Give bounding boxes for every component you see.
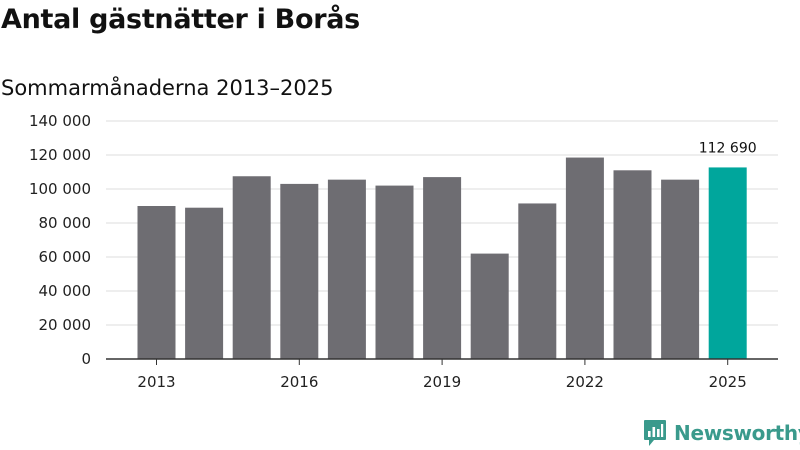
bar [708,167,747,359]
y-axis-ticks: 0 20 000 40 000 60 000 80 000 100 000 120 000 1… [29,112,91,368]
y-tick-label: 120 000 [29,146,91,164]
bar [518,203,557,359]
bar [661,179,700,359]
y-tick-label: 60 000 [39,248,92,266]
bar [565,157,604,359]
bar [613,170,652,359]
x-axis-ticks: 2013 2016 2019 2022 2025 [137,359,747,391]
y-tick-label: 20 000 [39,316,92,334]
bar [423,177,462,359]
bar [232,176,271,359]
y-tick-label: 100 000 [29,180,91,198]
bar [185,207,224,359]
data-label: 112 690 [699,140,757,156]
chart-title: Antal gästnätter i Borås [1,4,360,35]
y-tick-label: 0 [81,350,91,368]
bar-chart: 0 20 000 40 000 60 000 80 000 100 000 120 000 1… [29,112,778,391]
bar [137,206,176,359]
chart-subtitle: Sommarmånaderna 2013–2025 [1,76,334,100]
x-tick-label: 2019 [423,373,461,391]
y-tick-label: 140 000 [29,112,91,130]
x-tick-label: 2025 [709,373,747,391]
brand-name: Newsworthy [674,421,800,445]
x-tick-label: 2022 [566,373,604,391]
brand-logo: Newsworthy [643,418,800,448]
bar [470,253,509,359]
x-tick-label: 2016 [280,373,318,391]
newsworthy-logo-icon [644,420,666,446]
bar [280,183,319,359]
data-labels: 112 690 [699,140,757,156]
bar [375,185,414,359]
x-tick-label: 2013 [137,373,175,391]
bar [327,179,366,359]
y-tick-label: 80 000 [39,214,92,232]
bars [137,157,747,359]
y-tick-label: 40 000 [39,282,92,300]
